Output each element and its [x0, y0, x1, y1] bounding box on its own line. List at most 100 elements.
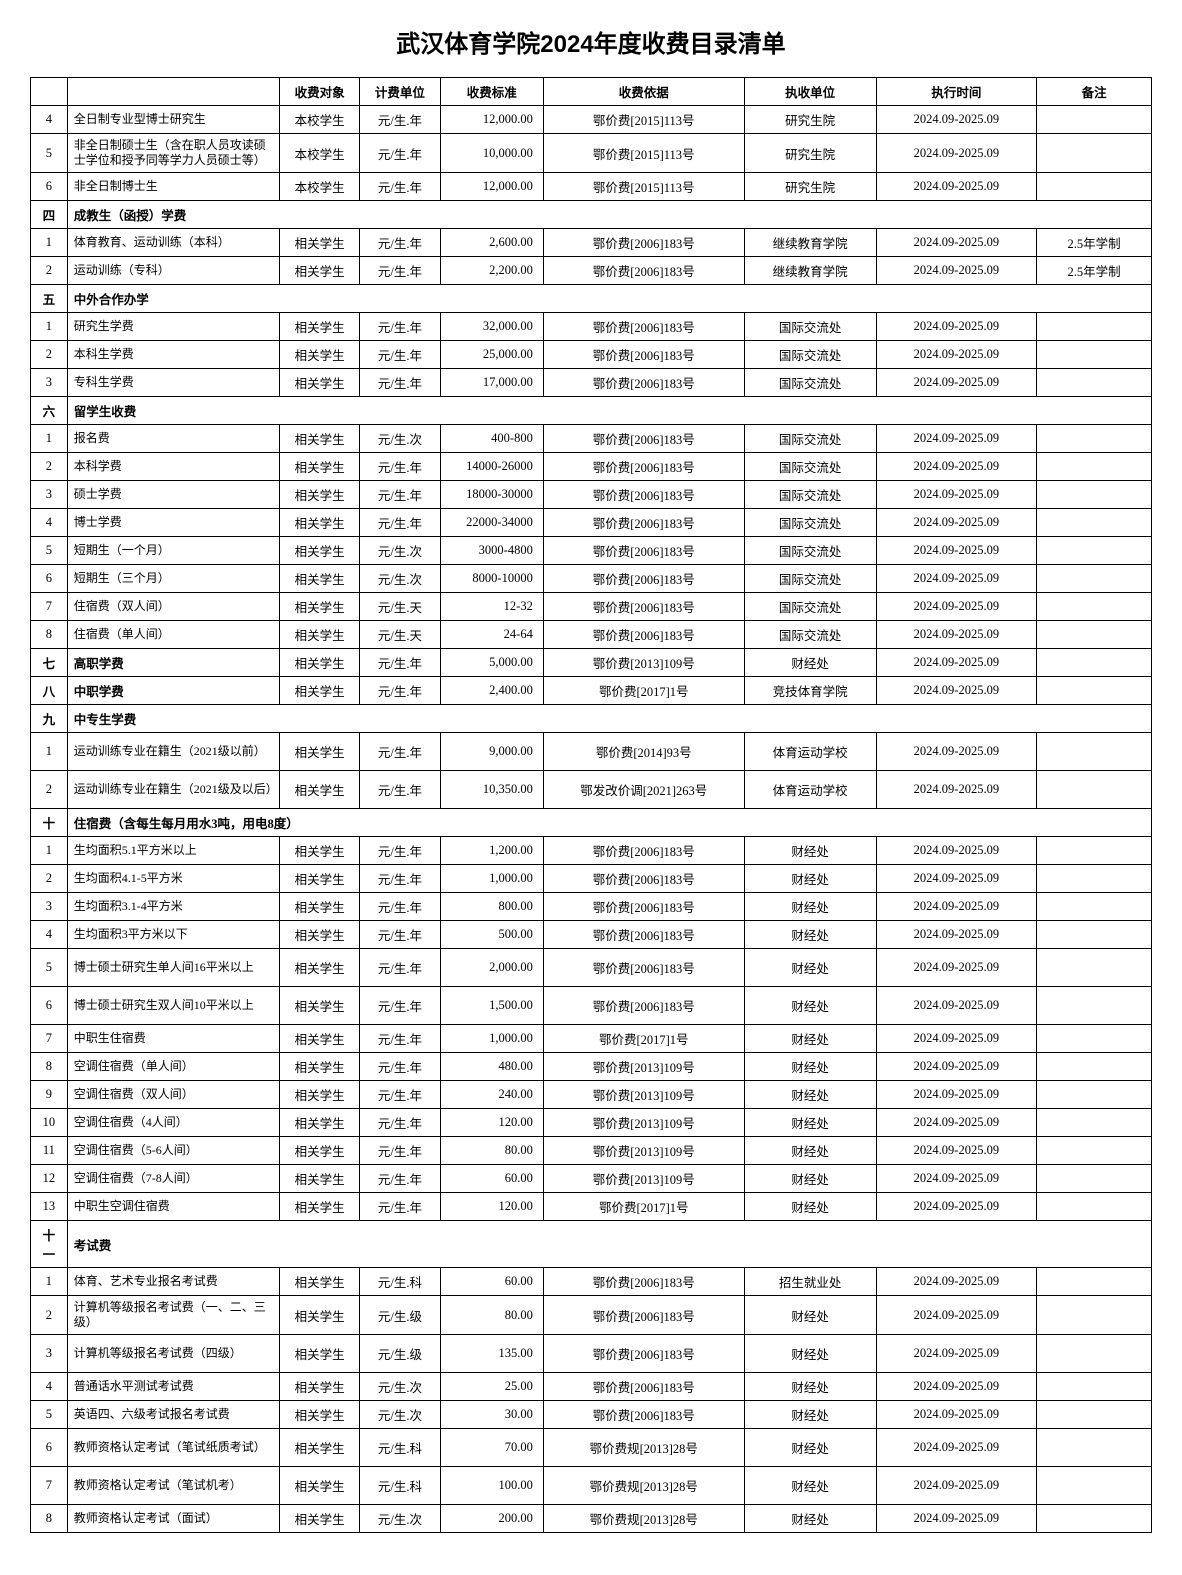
- cell-dept: 体育运动学校: [744, 733, 876, 771]
- table-row: 6非全日制博士生本校学生元/生.年12,000.00鄂价费[2015]113号研…: [31, 173, 1152, 201]
- header-note: 备注: [1037, 78, 1152, 106]
- cell-name: 空调住宿费（双人间）: [67, 1081, 279, 1109]
- cell-basis: 鄂价费规[2013]28号: [543, 1429, 744, 1467]
- table-row: 1研究生学费相关学生元/生.年32,000.00鄂价费[2006]183号国际交…: [31, 313, 1152, 341]
- cell-price: 17,000.00: [440, 369, 543, 397]
- cell-price: 12-32: [440, 593, 543, 621]
- table-row: 3硕士学费相关学生元/生.年18000-30000鄂价费[2006]183号国际…: [31, 481, 1152, 509]
- section-index: 七: [31, 649, 68, 677]
- cell-time: 2024.09-2025.09: [876, 837, 1037, 865]
- table-row: 2运动训练专业在籍生（2021级及以后）相关学生元/生.年10,350.00鄂发…: [31, 771, 1152, 809]
- cell-dept: 国际交流处: [744, 593, 876, 621]
- cell-obj: 相关学生: [279, 1165, 359, 1193]
- section-index: 五: [31, 285, 68, 313]
- cell-unit: 元/生.年: [360, 313, 440, 341]
- cell-idx: 5: [31, 949, 68, 987]
- table-row: 5短期生（一个月）相关学生元/生.次3000-4800鄂价费[2006]183号…: [31, 537, 1152, 565]
- cell-price: 8000-10000: [440, 565, 543, 593]
- cell-price: 1,000.00: [440, 1025, 543, 1053]
- cell-basis: 鄂价费规[2013]28号: [543, 1467, 744, 1505]
- section-index: 十一: [31, 1221, 68, 1268]
- cell-obj: 相关学生: [279, 537, 359, 565]
- header-unit: 计费单位: [360, 78, 440, 106]
- cell-note: [1037, 537, 1152, 565]
- cell-time: 2024.09-2025.09: [876, 134, 1037, 173]
- cell-idx: 8: [31, 1505, 68, 1533]
- cell-idx: 8: [31, 621, 68, 649]
- cell-obj: 相关学生: [279, 987, 359, 1025]
- cell-obj: 相关学生: [279, 1296, 359, 1335]
- table-row: 8住宿费（单人间）相关学生元/生.天24-64鄂价费[2006]183号国际交流…: [31, 621, 1152, 649]
- table-row: 1体育、艺术专业报名考试费相关学生元/生.科60.00鄂价费[2006]183号…: [31, 1268, 1152, 1296]
- cell-name: 生均面积4.1-5平方米: [67, 865, 279, 893]
- cell-idx: 6: [31, 987, 68, 1025]
- table-row: 1生均面积5.1平方米以上相关学生元/生.年1,200.00鄂价费[2006]1…: [31, 837, 1152, 865]
- cell-name: 生均面积3.1-4平方米: [67, 893, 279, 921]
- cell-note: [1037, 621, 1152, 649]
- table-row: 13中职生空调住宿费相关学生元/生.年120.00鄂价费[2017]1号财经处2…: [31, 1193, 1152, 1221]
- header-idx: [31, 78, 68, 106]
- cell-idx: 2: [31, 341, 68, 369]
- cell-price: 25,000.00: [440, 341, 543, 369]
- cell-note: [1037, 173, 1152, 201]
- cell-basis: 鄂价费[2006]183号: [543, 1296, 744, 1335]
- cell-idx: 4: [31, 509, 68, 537]
- cell-obj: 相关学生: [279, 771, 359, 809]
- cell-obj: 相关学生: [279, 1137, 359, 1165]
- cell-dept: 财经处: [744, 1137, 876, 1165]
- cell-note: [1037, 313, 1152, 341]
- header-time: 执行时间: [876, 78, 1037, 106]
- cell-name: 计算机等级报名考试费（四级）: [67, 1335, 279, 1373]
- cell-basis: 鄂价费[2006]183号: [543, 481, 744, 509]
- table-row: 五中外合作办学: [31, 285, 1152, 313]
- cell-unit: 元/生.级: [360, 1335, 440, 1373]
- table-row: 12空调住宿费（7-8人间）相关学生元/生.年60.00鄂价费[2013]109…: [31, 1165, 1152, 1193]
- cell-obj: 相关学生: [279, 425, 359, 453]
- cell-note: [1037, 949, 1152, 987]
- cell-basis: 鄂价费[2006]183号: [543, 621, 744, 649]
- cell-basis: 鄂价费[2006]183号: [543, 949, 744, 987]
- cell-idx: 2: [31, 453, 68, 481]
- header-basis: 收费依据: [543, 78, 744, 106]
- cell-price: 24-64: [440, 621, 543, 649]
- cell-unit: 元/生.年: [360, 771, 440, 809]
- cell-name: 英语四、六级考试报名考试费: [67, 1401, 279, 1429]
- cell-basis: 鄂价费[2006]183号: [543, 893, 744, 921]
- table-row: 4博士学费相关学生元/生.年22000-34000鄂价费[2006]183号国际…: [31, 509, 1152, 537]
- cell-idx: 1: [31, 837, 68, 865]
- cell-basis: 鄂价费[2006]183号: [543, 987, 744, 1025]
- cell-name: 计算机等级报名考试费（一、二、三级）: [67, 1296, 279, 1335]
- cell-idx: 6: [31, 173, 68, 201]
- cell-price: 18000-30000: [440, 481, 543, 509]
- cell-dept: 财经处: [744, 1109, 876, 1137]
- cell-obj: 相关学生: [279, 509, 359, 537]
- cell-unit: 元/生.年: [360, 1193, 440, 1221]
- cell-note: [1037, 1268, 1152, 1296]
- cell-dept: 国际交流处: [744, 481, 876, 509]
- cell-dept: 国际交流处: [744, 313, 876, 341]
- cell-time: 2024.09-2025.09: [876, 593, 1037, 621]
- cell-basis: 鄂价费[2006]183号: [543, 257, 744, 285]
- cell-price: 100.00: [440, 1467, 543, 1505]
- cell-obj: 相关学生: [279, 453, 359, 481]
- cell-note: [1037, 1081, 1152, 1109]
- cell-idx: 1: [31, 1268, 68, 1296]
- cell-price: 80.00: [440, 1137, 543, 1165]
- cell-obj: 相关学生: [279, 565, 359, 593]
- cell-time: 2024.09-2025.09: [876, 1429, 1037, 1467]
- cell-obj: 相关学生: [279, 1335, 359, 1373]
- cell-time: 2024.09-2025.09: [876, 537, 1037, 565]
- cell-note: [1037, 1053, 1152, 1081]
- cell-note: [1037, 481, 1152, 509]
- cell-time: 2024.09-2025.09: [876, 1296, 1037, 1335]
- cell-basis: 鄂价费[2013]109号: [543, 1137, 744, 1165]
- cell-obj: 相关学生: [279, 229, 359, 257]
- table-row: 11空调住宿费（5-6人间）相关学生元/生.年80.00鄂价费[2013]109…: [31, 1137, 1152, 1165]
- cell-time: 2024.09-2025.09: [876, 1025, 1037, 1053]
- cell-unit: 元/生.年: [360, 453, 440, 481]
- cell-time: 2024.09-2025.09: [876, 369, 1037, 397]
- table-row: 九中专生学费: [31, 705, 1152, 733]
- cell-name: 短期生（一个月）: [67, 537, 279, 565]
- cell-price: 5,000.00: [440, 649, 543, 677]
- cell-time: 2024.09-2025.09: [876, 921, 1037, 949]
